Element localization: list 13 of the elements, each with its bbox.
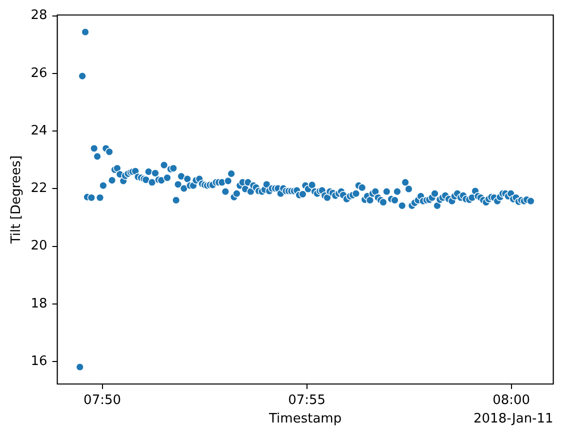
x-tick-label: 08:00 xyxy=(492,393,530,408)
y-axis-title: Tilt [Degrees] xyxy=(9,155,24,245)
y-tick-label: 28 xyxy=(30,8,48,24)
y-tick-label: 22 xyxy=(30,181,48,196)
x-tick-label: 07:55 xyxy=(288,393,326,408)
x-axis-title: Timestamp xyxy=(268,412,342,427)
y-tick-label: 26 xyxy=(30,66,48,81)
text: 2018-Jan-11 xyxy=(474,411,554,426)
y-tick-label: 20 xyxy=(30,238,48,254)
y-tick-label: 16 xyxy=(30,354,48,369)
y-tick-label: 24 xyxy=(30,123,48,138)
y-tick-label: 18 xyxy=(30,296,48,312)
x-tick-label: 07:50 xyxy=(84,393,122,408)
